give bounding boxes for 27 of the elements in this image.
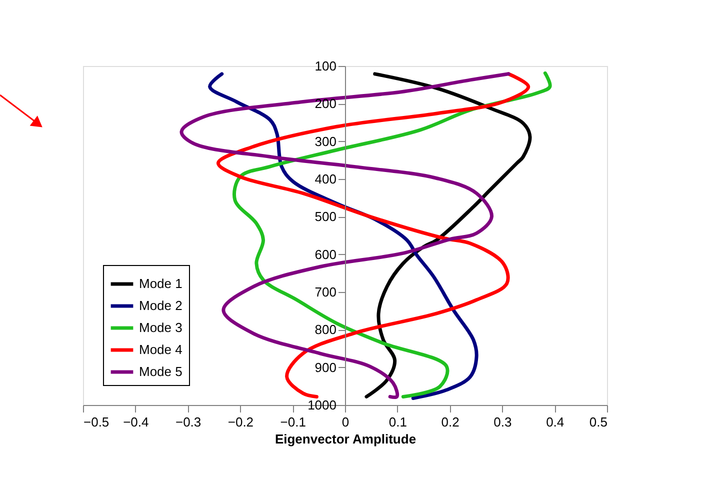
y-tick-label: 400 [314, 172, 336, 186]
y-tick-label: 600 [314, 246, 336, 262]
y-tick-label: 100 [314, 58, 336, 74]
x-tick-label: 0.5 [589, 414, 608, 430]
x-axis-title: Eigenvector Amplitude [274, 432, 416, 446]
legend-label: Mode 1 [139, 276, 182, 291]
x-tick-label: −0.4 [123, 414, 149, 430]
y-tick-label: 200 [314, 96, 336, 112]
x-tick-label: 0.3 [494, 414, 512, 430]
x-tick-label: 0 [342, 414, 350, 430]
legend-label: Mode 2 [139, 298, 182, 313]
legend-label: Mode 4 [139, 342, 182, 357]
y-tick-label: 1000 [308, 398, 336, 412]
x-tick-label: −0.2 [228, 414, 254, 430]
y-tick-label: 900 [314, 360, 336, 375]
x-tick-label: −0.3 [175, 414, 202, 430]
x-tick-label: 0.1 [388, 414, 407, 430]
x-tick-label: −0.1 [280, 414, 306, 430]
x-tick-label: −0.5 [84, 414, 110, 430]
y-tick-label: 700 [314, 284, 336, 300]
legend-label: Mode 3 [139, 320, 182, 335]
y-tick-label: 500 [314, 209, 336, 224]
y-tick-label: 300 [314, 134, 336, 149]
x-tick-label: 0.4 [546, 414, 564, 430]
x-tick-label: 0.2 [441, 414, 460, 430]
legend-label: Mode 5 [139, 364, 182, 379]
y-tick-label: 800 [314, 322, 336, 338]
